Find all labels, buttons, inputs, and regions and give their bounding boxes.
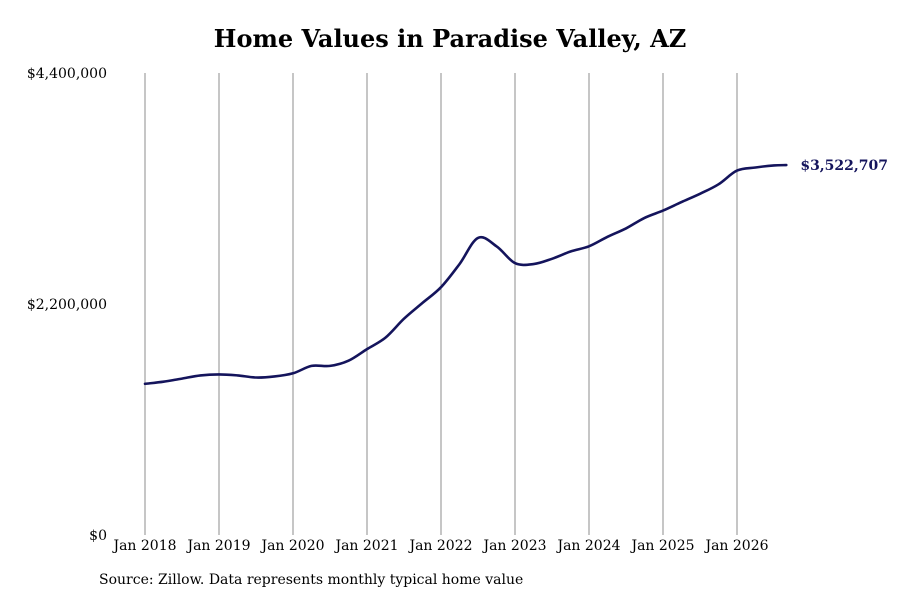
series-layer [143,163,788,386]
x-tick-label: Jan 2019 [185,538,250,554]
end-value-label: $3,522,707 [800,158,888,174]
gridlines [144,73,738,535]
y-tick-label: $0 [89,528,107,544]
x-tick-label: Jan 2018 [111,538,176,554]
y-axis-ticks: $0 $2,200,000 $4,400,000 [27,66,107,544]
x-tick-label: Jan 2020 [259,538,324,554]
x-tick-label: Jan 2021 [333,538,398,554]
x-tick-label: Jan 2025 [629,538,694,554]
x-tick-label: Jan 2026 [703,538,768,554]
chart-title: Home Values in Paradise Valley, AZ [213,24,687,53]
y-tick-label: $2,200,000 [27,297,107,313]
x-tick-label: Jan 2023 [481,538,546,554]
x-axis-ticks: Jan 2018 Jan 2019 Jan 2020 Jan 2021 Jan 2022… [111,538,768,554]
x-tick-label: Jan 2024 [555,538,620,554]
x-tick-label: Jan 2022 [407,538,472,554]
y-tick-label: $4,400,000 [27,66,107,82]
series-line [143,163,788,386]
source-note: Source: Zillow. Data represents monthly … [99,572,524,588]
